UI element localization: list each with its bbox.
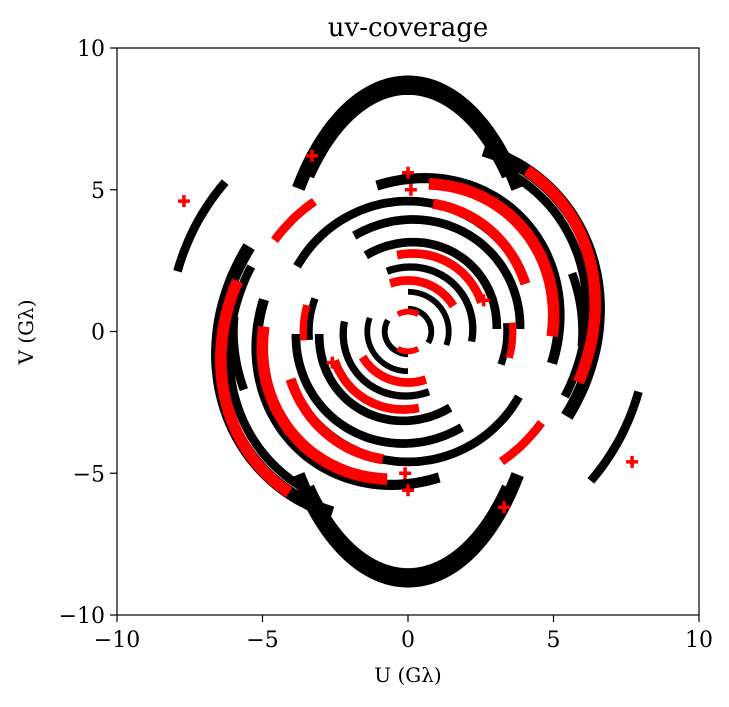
uv-track	[432, 198, 531, 286]
uv-track	[256, 325, 388, 485]
plot-frame	[116, 47, 700, 616]
x-tick-label: 0	[401, 628, 415, 653]
uv-track	[305, 484, 511, 577]
uv-point	[399, 467, 412, 480]
uv-track	[305, 297, 319, 341]
uv-point	[402, 484, 414, 497]
uv-track	[396, 249, 486, 304]
y-tick-label: 0	[91, 321, 105, 346]
uv-point	[402, 166, 414, 179]
y-tick-label: −5	[73, 462, 105, 487]
uv-point	[404, 183, 417, 196]
uv-point	[177, 195, 190, 208]
x-axis-label: U (Gλ)	[374, 663, 441, 687]
uv-track	[408, 288, 452, 346]
uv-track	[314, 334, 453, 426]
y-tick-label: 10	[77, 37, 105, 62]
y-axis: −10 −5 0 5 10	[59, 37, 117, 629]
x-axis: −10 −5 0 5 10	[94, 615, 713, 653]
uv-track	[358, 354, 428, 387]
uv-track	[214, 278, 293, 498]
uv-point	[498, 501, 511, 514]
uv-track	[292, 472, 524, 588]
uv-track	[363, 237, 502, 329]
uv-track	[498, 419, 545, 466]
x-tick-label: −5	[246, 628, 278, 653]
series-0	[173, 75, 643, 588]
plot-area	[173, 75, 643, 588]
uv-track	[396, 308, 420, 317]
uv-track	[428, 178, 560, 338]
uv-track	[523, 165, 602, 385]
uv-track	[292, 75, 524, 191]
uv-point	[305, 149, 318, 162]
uv-track	[505, 322, 517, 359]
uv-point	[477, 294, 490, 307]
uv-track	[505, 168, 592, 399]
uv-track	[388, 276, 458, 309]
uv-track	[587, 390, 643, 484]
uv-track	[291, 333, 464, 448]
x-tick-label: 5	[547, 628, 561, 653]
uv-track	[173, 179, 229, 273]
uv-point	[326, 356, 339, 369]
uv-track	[224, 264, 311, 495]
chart-title: uv-coverage	[328, 13, 488, 43]
uv-track	[385, 263, 477, 343]
uv-track	[497, 322, 511, 366]
uv-track	[339, 320, 431, 400]
y-axis-label: V (Gλ)	[14, 299, 38, 365]
uv-track	[567, 271, 587, 347]
uv-track	[364, 317, 408, 375]
uv-track	[299, 304, 311, 341]
uv-track	[229, 316, 249, 392]
y-tick-label: 5	[91, 179, 105, 204]
y-tick-label: −10	[59, 604, 105, 629]
uv-track	[396, 346, 420, 355]
uv-track	[352, 215, 525, 330]
uv-track	[330, 359, 420, 414]
uv-point	[626, 455, 639, 468]
x-tick-label: 10	[685, 628, 713, 653]
uv-track	[305, 86, 511, 179]
series-1	[177, 149, 639, 514]
x-tick-label: −10	[94, 628, 140, 653]
uv-track	[285, 377, 384, 465]
uv-track	[271, 197, 318, 244]
